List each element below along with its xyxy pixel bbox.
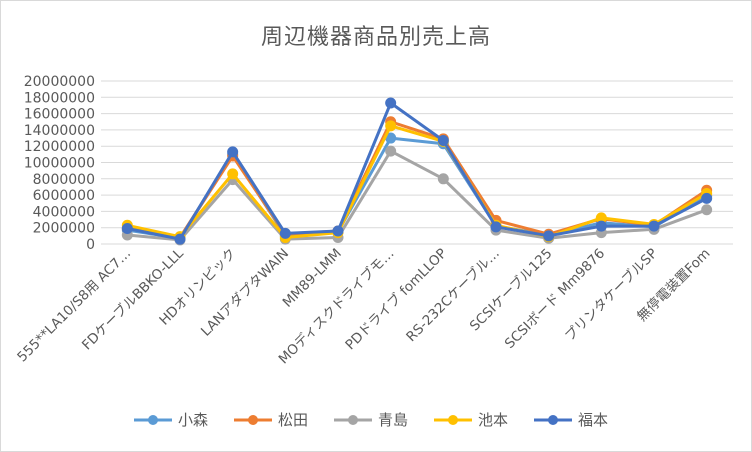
legend-label: 小森: [178, 411, 208, 429]
y-tick-label: 4000000: [33, 204, 95, 220]
x-tick-label: SCSIボード Mm9876: [502, 246, 608, 352]
data-point: [385, 97, 397, 109]
x-tick-label: RS-232Cケーブル…: [403, 245, 503, 345]
data-point: [701, 204, 713, 216]
data-point: [595, 220, 607, 232]
x-tick-label: FDケーブルBBKO-LLL: [78, 244, 187, 353]
legend-swatch-marker: [348, 415, 358, 425]
series-line-3: [125, 149, 709, 242]
data-point: [385, 145, 397, 157]
y-tick-label: 20000000: [24, 74, 95, 90]
data-point: [227, 168, 239, 180]
series-line-1: [125, 136, 709, 240]
series-line-4: [125, 124, 709, 239]
y-tick-label: 18000000: [24, 90, 95, 106]
x-tick-label: LANアダプタWAIN: [198, 246, 292, 340]
y-tick-label: 10000000: [24, 156, 95, 172]
y-tick-label: 0: [86, 237, 95, 253]
y-tick-label: 14000000: [24, 123, 95, 139]
data-point: [121, 223, 133, 235]
data-point: [227, 146, 239, 158]
legend-swatch-marker: [148, 415, 158, 425]
data-point: [437, 134, 449, 146]
data-point: [332, 225, 344, 237]
data-point: [701, 192, 713, 204]
data-point: [437, 173, 449, 185]
y-tick-label: 6000000: [33, 188, 95, 204]
y-tick-label: 16000000: [24, 107, 95, 123]
legend-label: 松田: [278, 411, 308, 429]
y-tick-label: 2000000: [33, 221, 95, 237]
data-point: [543, 230, 555, 242]
legend-swatch-marker: [548, 415, 558, 425]
legend-label: 福本: [578, 411, 608, 429]
chart-title: 周辺機器商品別売上高: [260, 25, 491, 50]
x-tick-label: PDドライブ fomLLOP: [342, 245, 450, 353]
legend-swatch-marker: [448, 415, 458, 425]
x-tick-label: プリンタケーブルSP: [561, 245, 661, 345]
data-point: [279, 227, 291, 239]
data-point: [174, 233, 186, 245]
legend-swatch-marker: [248, 415, 258, 425]
y-tick-label: 8000000: [33, 172, 95, 188]
legend-label: 青島: [378, 411, 408, 429]
y-tick-label: 12000000: [24, 139, 95, 155]
legend-label: 池本: [478, 411, 508, 429]
data-point: [385, 120, 397, 132]
data-point: [648, 220, 660, 232]
data-point: [490, 221, 502, 233]
series-line-5: [125, 101, 709, 241]
